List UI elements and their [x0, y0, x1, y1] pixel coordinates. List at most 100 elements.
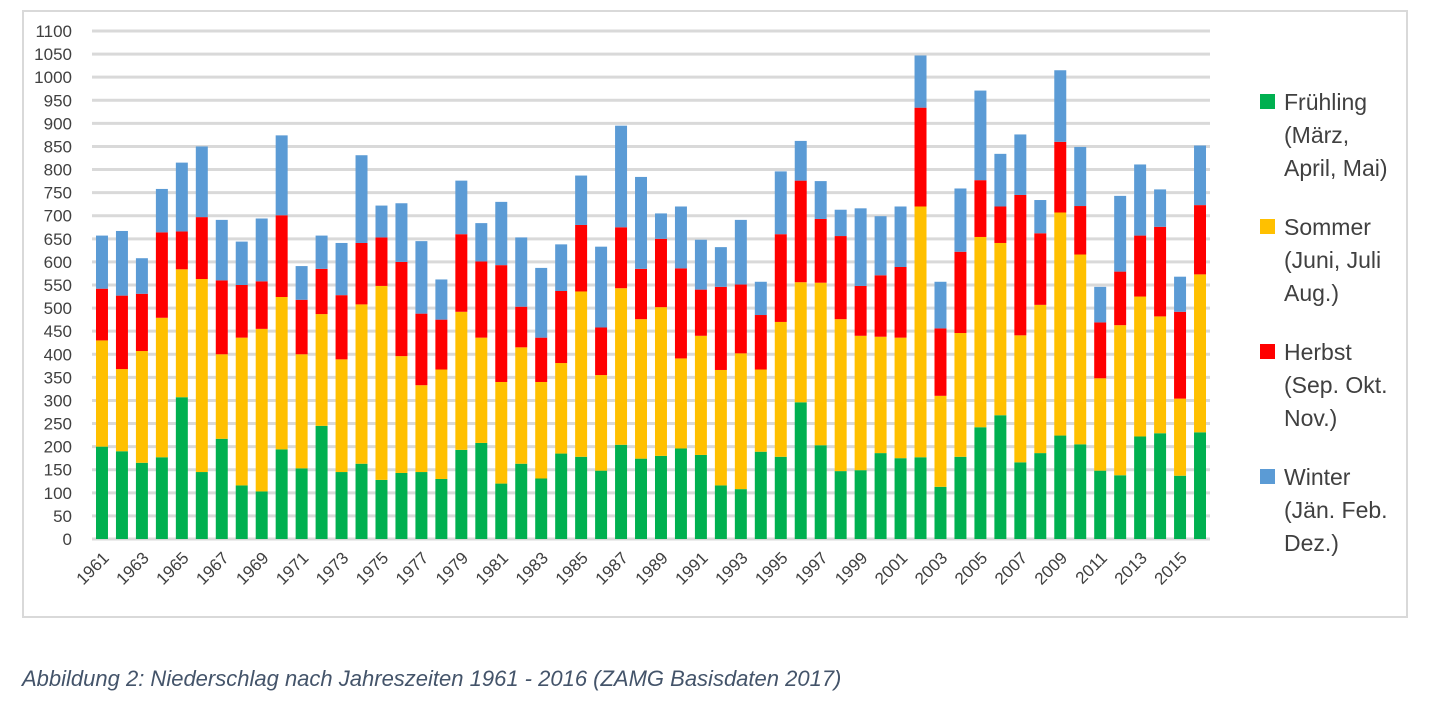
bar-segment-2015-s2 — [1174, 311, 1187, 399]
bar-segment-1986-s1 — [595, 375, 608, 471]
y-tick-label: 0 — [63, 530, 72, 549]
bar-segment-1978-s0 — [435, 478, 448, 539]
bar-segment-1971-s1 — [295, 354, 308, 469]
bar-segment-1997-s0 — [814, 445, 827, 539]
bar-segment-2001-s3 — [894, 206, 907, 267]
bar-segment-1982-s3 — [515, 237, 528, 307]
bar-segment-1978-s1 — [435, 369, 448, 479]
y-tick-label: 150 — [44, 461, 72, 480]
bar-segment-2013-s3 — [1134, 164, 1147, 236]
legend-label: Dez.) — [1284, 530, 1339, 556]
bar-segment-1998-s1 — [834, 319, 847, 472]
y-tick-label: 1050 — [34, 45, 72, 64]
bar-segment-2009-s3 — [1054, 70, 1067, 142]
bar-segment-1976-s2 — [395, 261, 408, 357]
bar-segment-2002-s3 — [914, 55, 927, 108]
bar-segment-1980-s1 — [475, 337, 488, 443]
bar-segment-1995-s0 — [774, 456, 787, 539]
bar-segment-1987-s0 — [615, 444, 628, 539]
bar-segment-1969-s1 — [255, 328, 268, 492]
bar-segment-1973-s1 — [335, 359, 348, 473]
bar-segment-2005-s0 — [974, 427, 987, 539]
bar-segment-1986-s0 — [595, 470, 608, 539]
legend-swatch-winter — [1260, 469, 1275, 484]
bar-segment-2001-s2 — [894, 266, 907, 338]
bar-segment-1972-s0 — [315, 425, 328, 539]
legend-label: (März, — [1284, 122, 1350, 148]
bar-segment-1979-s2 — [455, 234, 468, 312]
bar-segment-2000-s1 — [874, 336, 887, 454]
bar-segment-1997-s1 — [814, 282, 827, 446]
bar-segment-1962-s0 — [115, 451, 128, 539]
bar-segment-1994-s0 — [754, 451, 767, 539]
bar-segment-2016-s2 — [1194, 205, 1207, 275]
x-tick-label: 1979 — [432, 548, 472, 588]
y-tick-label: 400 — [44, 345, 72, 364]
bar-segment-1972-s2 — [315, 268, 328, 315]
chart-area: 0 50 100 150 200 250 300 350 400 450 500 550 600 650 7… — [22, 10, 1408, 618]
bar-segment-2014-s0 — [1154, 433, 1167, 539]
bar-segment-2012-s0 — [1114, 475, 1127, 539]
bar-segment-1970-s3 — [275, 135, 288, 216]
x-tick-label: 1999 — [831, 548, 871, 588]
bar-segment-1969-s3 — [255, 218, 268, 282]
bar-segment-1966-s0 — [195, 472, 208, 539]
bar-segment-1981-s1 — [495, 381, 508, 484]
bar-segment-1998-s3 — [834, 209, 847, 237]
bar-segment-2011-s1 — [1094, 378, 1107, 471]
bar-segment-1997-s2 — [814, 218, 827, 283]
bar-segment-1998-s2 — [834, 236, 847, 320]
bar-segment-2015-s1 — [1174, 398, 1187, 476]
bar-segment-1968-s2 — [235, 285, 248, 338]
bar-segment-1980-s2 — [475, 261, 488, 338]
bar-segment-1963-s1 — [135, 351, 148, 463]
bar-segment-1987-s2 — [615, 227, 628, 289]
bar-segment-2000-s2 — [874, 275, 887, 337]
legend-item-winter: Winter (Jän. Feb. Dez.) — [1260, 461, 1420, 560]
bar-segment-1961-s3 — [95, 235, 108, 289]
bar-segment-2008-s0 — [1034, 453, 1047, 539]
bar-segment-1975-s1 — [375, 285, 388, 480]
bar-segment-2000-s3 — [874, 216, 887, 276]
bar-segment-1990-s2 — [674, 268, 687, 359]
legend-label: Winter — [1284, 464, 1351, 490]
bar-segment-1966-s2 — [195, 217, 208, 279]
bar-segment-2002-s1 — [914, 206, 927, 458]
bar-segment-1996-s0 — [794, 402, 807, 539]
bar-segment-1966-s1 — [195, 278, 208, 473]
bar-segment-1965-s2 — [175, 231, 188, 270]
bar-segment-2014-s2 — [1154, 226, 1167, 317]
bar-segment-1980-s3 — [475, 223, 488, 262]
bar-segment-2011-s0 — [1094, 470, 1107, 539]
bar-segment-1975-s0 — [375, 479, 388, 539]
x-tick-label: 2007 — [991, 548, 1031, 588]
bar-segment-2014-s1 — [1154, 316, 1167, 434]
bar-segment-1962-s1 — [115, 369, 128, 452]
bar-segment-2002-s2 — [914, 107, 927, 207]
x-axis-ticks: 1961 1963 1965 1967 1969 1971 1973 1975 1977 1979… — [73, 548, 1191, 588]
bar-segment-1996-s2 — [794, 180, 807, 283]
bar-segment-1991-s3 — [694, 239, 707, 290]
bar-segment-2012-s2 — [1114, 271, 1127, 326]
legend-label: (Jän. Feb. — [1284, 497, 1388, 523]
bar-segment-1961-s1 — [95, 340, 108, 447]
bar-segment-1981-s0 — [495, 483, 508, 539]
bar-segment-2016-s0 — [1194, 432, 1207, 539]
bar-segment-1974-s0 — [355, 463, 368, 539]
bar-segment-2007-s2 — [1014, 194, 1027, 336]
bar-segment-1990-s0 — [674, 448, 687, 539]
y-tick-label: 200 — [44, 438, 72, 457]
bar-segment-2005-s3 — [974, 90, 987, 181]
y-tick-label: 350 — [44, 368, 72, 387]
bar-segment-1969-s2 — [255, 281, 268, 329]
bar-segment-1988-s0 — [635, 458, 648, 539]
bar-segment-1994-s1 — [754, 369, 767, 452]
y-tick-label: 300 — [44, 391, 72, 410]
bar-segment-2009-s2 — [1054, 141, 1067, 213]
bar-segment-1965-s3 — [175, 162, 188, 232]
bar-segment-1964-s3 — [155, 188, 168, 233]
bar-segment-2013-s0 — [1134, 436, 1147, 539]
bar-segment-2010-s3 — [1074, 146, 1087, 207]
bar-segment-1990-s1 — [674, 358, 687, 449]
bar-segment-1995-s3 — [774, 171, 787, 235]
